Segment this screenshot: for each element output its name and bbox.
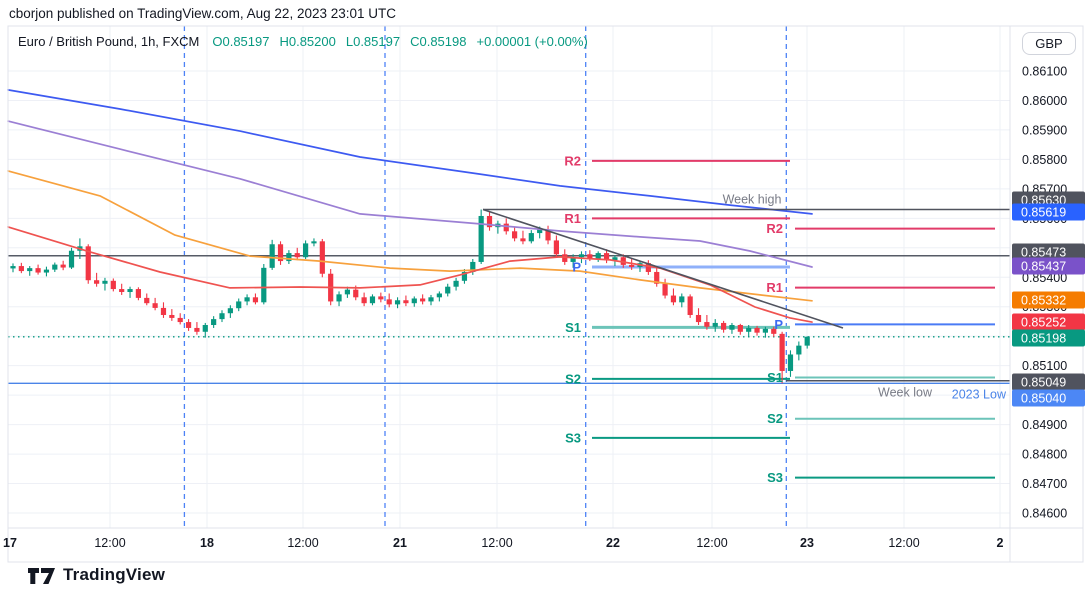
ma-purple	[7, 120, 813, 268]
trendline	[482, 208, 844, 329]
svg-text:P: P	[572, 259, 581, 274]
svg-text:12:00: 12:00	[888, 536, 919, 550]
svg-text:12:00: 12:00	[94, 536, 125, 550]
svg-text:23: 23	[800, 536, 814, 550]
svg-text:18: 18	[200, 536, 214, 550]
ohlc-field-o: O0.85197	[212, 34, 270, 49]
time-scale[interactable]: 17 12:00 18 12:00 21 12:00 22 12:00 23 12:00 2	[3, 536, 1003, 550]
svg-text:0.86100: 0.86100	[1022, 65, 1067, 79]
svg-text:0.85198: 0.85198	[1021, 332, 1066, 346]
grid-lines	[8, 26, 1010, 528]
tradingview-logo-icon	[28, 568, 55, 584]
chart-frame	[7, 25, 1084, 563]
svg-text:2: 2	[997, 536, 1004, 550]
svg-text:R2: R2	[564, 153, 581, 168]
svg-text:0.85800: 0.85800	[1022, 153, 1067, 167]
svg-text:R1: R1	[766, 280, 783, 295]
svg-text:0.85437: 0.85437	[1021, 260, 1066, 274]
ma-blue	[7, 89, 813, 215]
svg-text:0.86000: 0.86000	[1022, 94, 1067, 108]
svg-text:0.84600: 0.84600	[1022, 507, 1067, 521]
ma-orange	[7, 170, 813, 302]
svg-text:0.85619: 0.85619	[1021, 206, 1066, 220]
svg-text:0.84700: 0.84700	[1022, 477, 1067, 491]
svg-text:0.85332: 0.85332	[1021, 294, 1066, 308]
svg-text:22: 22	[606, 536, 620, 550]
svg-text:Week low: Week low	[878, 386, 933, 400]
svg-text:0.85252: 0.85252	[1021, 316, 1066, 330]
ma-red	[7, 226, 813, 323]
svg-text:R2: R2	[766, 221, 783, 236]
svg-text:12:00: 12:00	[287, 536, 318, 550]
pivot-level-lines	[592, 159, 995, 479]
svg-text:0.84800: 0.84800	[1022, 448, 1067, 462]
svg-text:S3: S3	[565, 430, 581, 445]
svg-text:S1: S1	[767, 370, 783, 385]
svg-text:0.85900: 0.85900	[1022, 123, 1067, 137]
svg-text:17: 17	[3, 536, 17, 550]
svg-text:S1: S1	[565, 320, 581, 335]
svg-text:S3: S3	[767, 470, 783, 485]
svg-text:R1: R1	[564, 211, 581, 226]
svg-text:0.85040: 0.85040	[1021, 392, 1066, 406]
currency-button[interactable]: GBP	[1022, 32, 1076, 55]
change-value: +0.00001 (+0.00%)	[476, 34, 588, 49]
svg-text:S2: S2	[767, 411, 783, 426]
moving-averages	[7, 89, 813, 323]
ohlc-field-l: L0.85197	[345, 34, 401, 49]
footer: TradingView	[28, 564, 165, 586]
price-badge: 0.85198	[1012, 329, 1085, 347]
svg-text:0.85473: 0.85473	[1021, 246, 1066, 260]
price-badge: 0.85040	[1012, 389, 1085, 407]
svg-text:21: 21	[393, 536, 407, 550]
ohlc-values: O0.85197 H0.85200 L0.85197 C0.85198 +0.00001…	[212, 34, 587, 49]
symbol-title[interactable]: Euro / British Pound, 1h, FXCM	[18, 34, 200, 49]
price-badge: 0.85619	[1012, 203, 1085, 221]
price-badge: 0.85437	[1012, 257, 1085, 275]
candlesticks	[10, 209, 810, 384]
svg-text:2023 Low: 2023 Low	[952, 387, 1007, 401]
ohlc-field-c: C0.85198	[410, 34, 467, 49]
price-badge: 0.85332	[1012, 291, 1085, 309]
price-badge: 0.85049	[1012, 373, 1085, 391]
price-badge: 0.85252	[1012, 313, 1085, 331]
svg-text:0.85100: 0.85100	[1022, 359, 1067, 373]
symbol-header: Euro / British Pound, 1h, FXCM O0.85197 H…	[18, 34, 588, 49]
price-badge: 0.85473	[1012, 243, 1085, 261]
svg-text:12:00: 12:00	[481, 536, 512, 550]
tradingview-brand-text[interactable]: TradingView	[63, 565, 166, 584]
level-lines-over	[482, 208, 1010, 382]
ohlc-field-h: H0.85200	[279, 34, 336, 49]
svg-text:Week high: Week high	[723, 192, 782, 206]
svg-text:0.85049: 0.85049	[1021, 376, 1066, 390]
svg-text:P: P	[774, 317, 783, 332]
svg-text:S2: S2	[565, 371, 581, 386]
svg-text:0.84900: 0.84900	[1022, 418, 1067, 432]
svg-text:12:00: 12:00	[696, 536, 727, 550]
chart-labels: Week high Week low 2023 Low R2 R1 P S1 S2 S3 R2 R1…	[564, 153, 1007, 485]
attribution-text: cborjon published on TradingView.com, Au…	[9, 6, 397, 21]
session-break-lines	[183, 26, 787, 528]
level-lines-under	[8, 255, 1010, 385]
